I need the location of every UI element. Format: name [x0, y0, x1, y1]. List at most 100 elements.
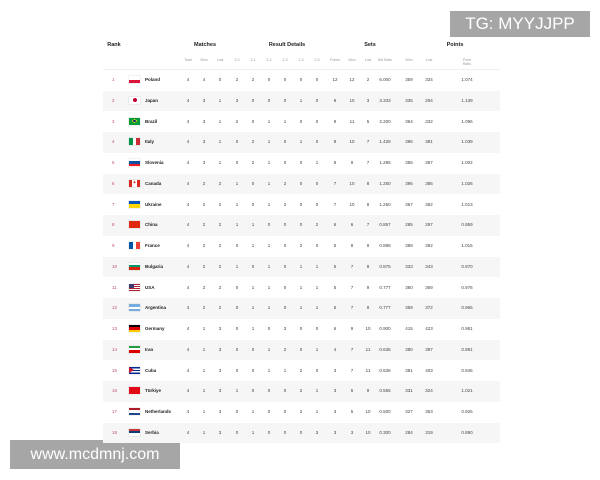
cell-lost: 9 — [366, 305, 370, 311]
cell-set-ratio: 1.428 — [379, 139, 391, 145]
cell-won: 10 — [349, 201, 355, 207]
cell-set-ratio: 0.636 — [379, 367, 391, 373]
rank: 9 — [112, 243, 115, 248]
cell-won: 415 — [405, 326, 413, 331]
table-row[interactable]: 12 Argentina 4 2 2 0 1 1 0 1 1 5 7 9 0.777 359 372 0.965 — [103, 298, 500, 319]
team-name[interactable]: China — [145, 222, 158, 228]
team-name[interactable]: Netherlands — [145, 409, 172, 414]
cell-point-ratio: 0.945 — [461, 367, 473, 373]
team-name[interactable]: Poland — [145, 77, 161, 82]
team-name[interactable]: Italy — [145, 139, 155, 145]
cell-lost: 10 — [365, 326, 371, 331]
cell-set-ratio: 1.250 — [379, 201, 391, 207]
flag-icon — [129, 325, 140, 332]
subheader: 3-1 — [250, 58, 256, 62]
table-row[interactable]: 5 Slovenia 4 3 1 0 2 1 0 0 1 8 9 7 1.285 356 367 1.002 — [103, 153, 500, 174]
table-row[interactable]: 2 Japan 4 3 1 3 0 0 0 1 0 9 10 3 3.333 335 294 1.139 — [103, 90, 500, 112]
table-row[interactable]: 13 Germany 4 1 3 0 1 0 3 0 0 6 9 10 0.900 415 423 0.981 — [103, 319, 500, 340]
team-name[interactable]: Ukraine — [145, 201, 162, 207]
table-row[interactable]: 18 Serbia 4 1 3 0 1 0 0 0 3 3 3 10 0.300 284 319 0.890 — [103, 422, 500, 444]
team-name[interactable]: Canada — [145, 180, 162, 186]
team-name[interactable]: Iran — [145, 346, 154, 352]
team-name[interactable]: Cuba — [145, 367, 157, 373]
team-name[interactable]: Germany — [145, 326, 165, 331]
cell-0-3: 0 — [315, 180, 319, 186]
cell-total: 4 — [186, 305, 190, 311]
cell-won: 7 — [350, 305, 354, 311]
cell-points: 6 — [333, 222, 337, 228]
cell-won: 2 — [202, 222, 206, 228]
table-row[interactable]: 9 France 4 2 2 0 1 1 0 2 0 5 8 9 0.888 398 392 1.015 — [103, 236, 500, 257]
cell-3-1: 1 — [251, 409, 255, 414]
cell-total: 4 — [186, 201, 190, 207]
cell-point-ratio: 0.959 — [461, 222, 473, 228]
table-row[interactable]: 4 Italy 4 3 1 0 2 1 0 1 0 8 10 7 1.428 396 381 1.039 — [103, 132, 500, 153]
table-row[interactable]: 3 Brazil 4 3 1 2 0 1 1 0 0 9 11 5 2.200 364 332 1.096 — [103, 112, 500, 133]
cell-0-3: 0 — [315, 201, 319, 207]
table-row[interactable]: 6 ✦ Canada 4 2 2 1 0 1 2 0 0 7 10 8 1.250 396 386 1.026 — [103, 173, 500, 195]
rank: 2 — [112, 97, 115, 103]
cell-lost: 5 — [366, 118, 370, 124]
cell-points: 12 — [332, 77, 338, 82]
cell-won: 3 — [350, 429, 354, 435]
table-row[interactable]: 15 Cuba 4 1 3 0 0 1 1 2 0 3 7 11 0.636 381 403 0.945 — [103, 361, 500, 382]
table-row[interactable]: 1 Poland 4 4 0 2 2 0 0 0 0 12 12 2 6.000 359 334 1.074 — [103, 70, 500, 91]
team-name[interactable]: France — [145, 243, 160, 248]
table-row[interactable]: 8 China 4 2 2 1 1 0 0 0 2 6 6 7 0.857 285 297 0.959 — [103, 215, 500, 236]
team-name[interactable]: Türkiye — [145, 388, 162, 394]
subheader: 1-3 — [298, 58, 304, 62]
cell-points: 4 — [333, 346, 337, 352]
flag-icon — [129, 159, 140, 166]
table-row[interactable]: 7 Ukraine 4 2 2 1 0 1 2 0 0 7 10 8 1.250 367 362 1.013 — [103, 195, 500, 216]
cell-total: 4 — [186, 118, 190, 124]
cell-2-3: 0 — [283, 305, 287, 311]
team-name[interactable]: Bulgaria — [145, 263, 164, 269]
cell-won: 1 — [202, 346, 206, 352]
cell-point-ratio: 1.039 — [461, 139, 473, 145]
cell-3-1: 0 — [251, 118, 255, 124]
cell-1-3: 0 — [299, 160, 303, 165]
rank: 3 — [112, 118, 115, 124]
table-row[interactable]: 14 Iran 4 1 3 0 0 1 2 0 1 4 7 11 0.636 380 387 0.981 — [103, 339, 500, 361]
cell-point-ratio: 0.981 — [461, 326, 473, 331]
table-row[interactable]: 10 Bulgaria 4 2 2 1 0 1 0 1 1 5 7 8 0.875 333 343 0.970 — [103, 256, 500, 278]
rank: 5 — [112, 160, 115, 165]
cell-3-1: 0 — [251, 97, 255, 103]
cell-point-ratio: 0.965 — [461, 305, 473, 311]
subheader: 3-2 — [266, 58, 272, 62]
team-name[interactable]: USA — [145, 284, 155, 290]
cell-point-ratio: 0.976 — [461, 284, 473, 290]
cell-3-2: 0 — [267, 429, 271, 435]
team-name[interactable]: Slovenia — [145, 160, 164, 165]
cell-total: 4 — [186, 346, 190, 352]
table-row[interactable]: 11 USA 4 2 2 0 1 1 0 1 1 5 7 9 0.777 360 369 0.976 — [103, 278, 500, 299]
cell-3-0: 0 — [235, 243, 239, 248]
cell-lost: 3 — [218, 388, 222, 394]
team-name[interactable]: Argentina — [145, 305, 167, 311]
table-row[interactable]: 16 Türkiye 4 1 3 1 0 0 0 2 1 3 5 9 0.555 331 324 1.021 — [103, 381, 500, 402]
cell-lost: 8 — [366, 201, 370, 207]
cell-1-3: 0 — [299, 201, 303, 207]
cell-3-1: 0 — [251, 201, 255, 207]
cell-won: 6 — [350, 222, 354, 228]
subheader: Won — [200, 58, 208, 62]
flag-icon — [129, 242, 141, 249]
cell-lost: 7 — [366, 160, 370, 165]
cell-1-3: 2 — [299, 367, 303, 373]
flag-icon — [129, 96, 140, 104]
cell-won: 2 — [202, 305, 206, 311]
team-name[interactable]: Serbia — [145, 429, 159, 435]
cell-lost: 11 — [365, 346, 371, 352]
cell-won: 10 — [349, 139, 355, 145]
rank: 4 — [112, 139, 115, 145]
rank: 7 — [112, 201, 115, 207]
cell-0-3: 1 — [315, 160, 319, 165]
cell-2-3: 0 — [283, 97, 287, 103]
team-name[interactable]: Brazil — [145, 118, 158, 124]
team-name[interactable]: Japan — [145, 97, 159, 103]
cell-set-ratio: 0.900 — [379, 326, 391, 331]
cell-3-0: 2 — [235, 77, 239, 82]
cell-set-ratio: 2.200 — [379, 118, 391, 124]
table-row[interactable]: 17 Netherlands 4 1 3 0 1 0 0 2 1 3 5 10 0.500 327 353 0.9… — [103, 402, 500, 423]
flag-icon — [129, 283, 140, 291]
